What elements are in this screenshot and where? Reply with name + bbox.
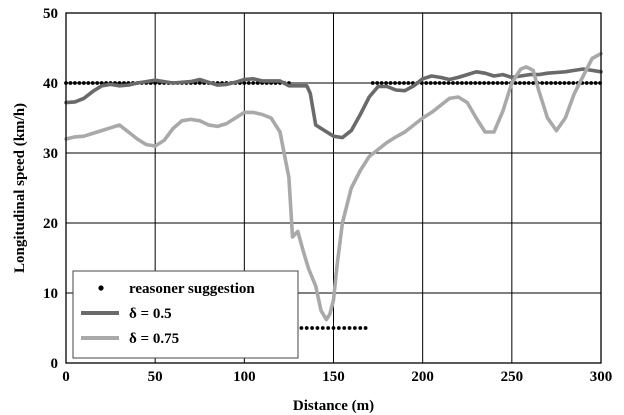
data-point [558, 81, 562, 85]
legend-swatch [98, 285, 104, 291]
data-point [406, 81, 411, 85]
data-point [315, 326, 320, 330]
data-point [553, 81, 558, 85]
x-tick-label: 100 [233, 369, 256, 385]
data-point [197, 81, 202, 85]
data-point [491, 81, 496, 85]
data-point [455, 81, 460, 85]
data-point [544, 81, 549, 85]
data-point [320, 326, 325, 330]
data-point [246, 81, 251, 85]
series-2 [64, 67, 603, 140]
data-point [370, 81, 375, 85]
data-point [428, 81, 433, 85]
y-tick-label: 50 [43, 6, 58, 22]
legend-item: δ = 0.5 [81, 306, 172, 322]
data-point [517, 81, 522, 85]
series-line [64, 51, 603, 322]
data-point [388, 81, 393, 85]
data-point [549, 81, 553, 85]
data-point [384, 81, 389, 85]
data-point [358, 326, 363, 330]
x-tick-label: 50 [148, 369, 163, 385]
data-point [326, 326, 331, 330]
legend-item: δ = 0.75 [81, 331, 179, 347]
y-axis-title: Longitudinal speed (km/h) [12, 103, 28, 273]
series-3 [64, 51, 603, 322]
data-point [68, 81, 73, 85]
data-point [73, 81, 77, 85]
data-point [477, 81, 482, 85]
data-point [437, 81, 442, 85]
data-point [464, 81, 469, 85]
data-point [584, 81, 589, 85]
data-point [397, 81, 402, 85]
data-point [531, 81, 536, 85]
data-point [562, 81, 567, 85]
data-point [77, 81, 82, 85]
data-point [95, 81, 100, 85]
x-tick-label: 200 [411, 369, 434, 385]
y-tick-label: 30 [43, 146, 58, 162]
legend-item: reasoner suggestion [98, 281, 255, 297]
data-point [363, 326, 368, 330]
data-point [522, 81, 527, 85]
data-point [402, 81, 406, 85]
y-tick-label: 20 [43, 216, 58, 232]
data-point [504, 81, 509, 85]
data-point [495, 81, 500, 85]
data-point [567, 81, 571, 85]
data-point [540, 81, 545, 85]
legend-label: reasoner suggestion [129, 281, 255, 297]
data-point [571, 81, 576, 85]
data-point [460, 81, 464, 85]
data-point [251, 81, 256, 85]
series-line [64, 67, 603, 140]
data-point [90, 81, 95, 85]
x-axis-title: Distance (m) [293, 398, 374, 414]
data-point [304, 326, 309, 330]
data-point [451, 81, 455, 85]
data-point [593, 81, 598, 85]
data-point [500, 81, 504, 85]
data-point [336, 326, 341, 330]
data-point [347, 326, 352, 330]
data-point [342, 326, 347, 330]
tick-labels: 0 50 100 150 200 250 300 0 10 20 30 40 50 [43, 6, 612, 385]
data-point [353, 326, 357, 330]
plot-area-frame [65, 12, 602, 364]
data-point [375, 81, 380, 85]
data-point [446, 81, 451, 85]
x-tick-label: 250 [501, 369, 524, 385]
data-point [473, 81, 478, 85]
x-tick-label: 0 [62, 369, 70, 385]
data-point [433, 81, 438, 85]
data-point [379, 81, 384, 85]
data-point [468, 81, 473, 85]
data-point [442, 81, 446, 85]
legend-label: δ = 0.75 [129, 331, 179, 347]
data-point [526, 81, 531, 85]
data-point [589, 81, 594, 85]
y-tick-label: 10 [43, 286, 58, 302]
data-point [242, 81, 247, 85]
data-point [81, 81, 86, 85]
x-tick-label: 300 [590, 369, 613, 385]
x-tick-label: 150 [322, 369, 345, 385]
data-point [310, 326, 314, 330]
legend: reasoner suggestion δ = 0.5 δ = 0.75 [72, 270, 299, 359]
data-point [255, 81, 260, 85]
y-tick-label: 40 [43, 76, 58, 92]
data-point [482, 81, 487, 85]
data-point [424, 81, 429, 85]
data-point [86, 81, 91, 85]
data-point [486, 81, 491, 85]
y-tick-label: 0 [51, 356, 59, 372]
data-point [299, 326, 304, 330]
data-point [393, 81, 397, 85]
data-point [331, 326, 336, 330]
legend-label: δ = 0.5 [129, 306, 172, 322]
series-layer [64, 51, 603, 330]
